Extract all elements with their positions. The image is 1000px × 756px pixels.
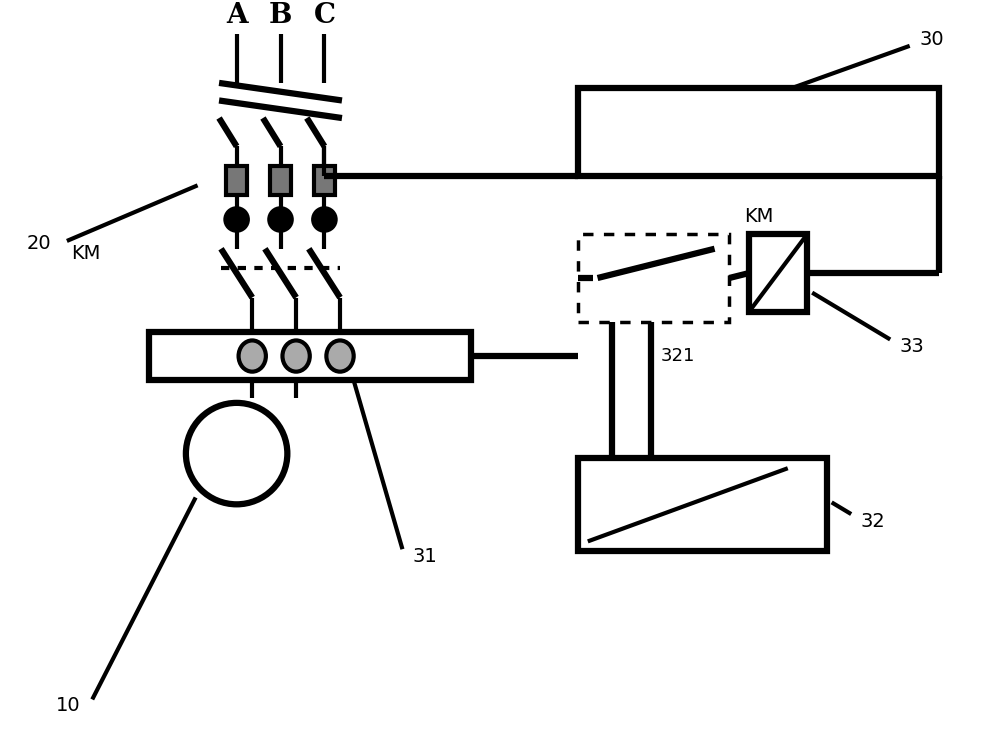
Bar [149, 332, 471, 380]
Bar [226, 166, 247, 195]
Text: 33: 33 [900, 336, 925, 356]
Circle shape [313, 208, 336, 231]
Ellipse shape [282, 340, 310, 372]
Text: B: B [269, 2, 292, 29]
Bar [314, 166, 335, 195]
Text: 321: 321 [661, 347, 695, 365]
Text: C: C [313, 2, 335, 29]
Bar [578, 234, 729, 322]
Bar [749, 234, 807, 312]
Bar [270, 166, 291, 195]
Text: KM: KM [744, 207, 773, 226]
Circle shape [269, 208, 292, 231]
Text: 20: 20 [27, 234, 52, 253]
Ellipse shape [239, 340, 266, 372]
Text: A: A [226, 2, 247, 29]
Text: 30: 30 [919, 29, 944, 48]
Bar [578, 88, 939, 175]
Text: 32: 32 [861, 513, 886, 531]
Circle shape [225, 208, 248, 231]
Text: 10: 10 [56, 696, 81, 714]
Bar [578, 458, 827, 551]
Text: 31: 31 [412, 547, 437, 565]
Text: KM: KM [71, 244, 100, 263]
Ellipse shape [326, 340, 354, 372]
Circle shape [186, 403, 287, 504]
